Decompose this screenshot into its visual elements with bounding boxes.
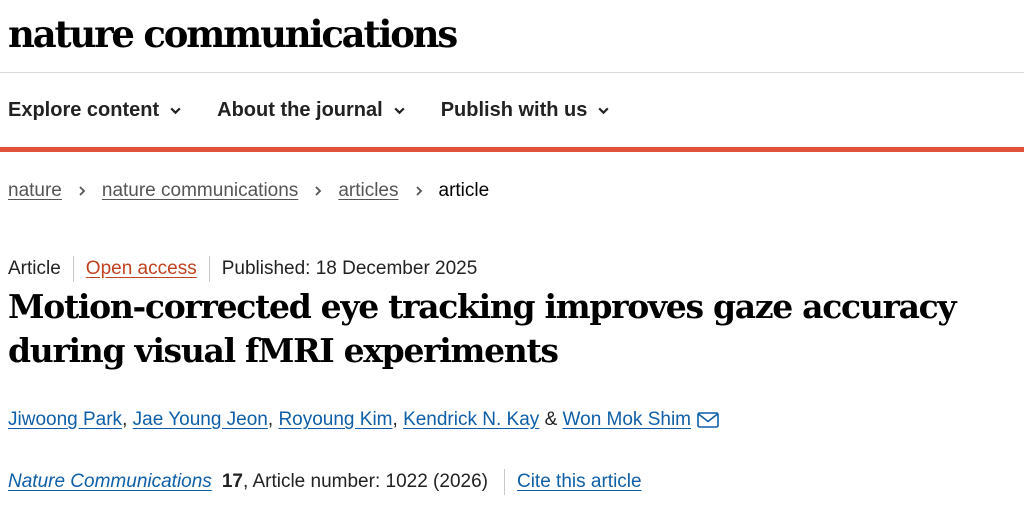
chevron-right-icon — [79, 186, 86, 196]
article-title: Motion-corrected eye tracking improves g… — [8, 287, 957, 370]
volume-number: 17 — [221, 471, 243, 492]
nav-item-label: Explore content — [8, 98, 160, 121]
main-nav: Explore content About the journal Publis… — [0, 88, 618, 132]
mail-icon[interactable] — [697, 412, 719, 428]
meta-divider — [208, 256, 210, 282]
cite-this-article-link[interactable]: Cite this article — [516, 471, 642, 492]
author-link[interactable]: Jae Young Jeon — [132, 409, 268, 430]
author-link[interactable]: Kendrick N. Kay — [403, 409, 540, 430]
chevron-down-icon — [170, 107, 181, 114]
nav-item-label: Publish with us — [440, 98, 588, 121]
breadcrumb: nature nature communications articles ar… — [8, 180, 489, 202]
breadcrumb-current: article — [438, 180, 490, 201]
chevron-right-icon — [315, 186, 322, 196]
nav-explore-content[interactable]: Explore content — [0, 99, 190, 122]
article-meta: Article Open access Published: 18 Decemb… — [8, 256, 477, 282]
published-date: Published: 18 December 2025 — [221, 258, 478, 279]
nav-about-the-journal[interactable]: About the journal — [209, 99, 414, 122]
chevron-down-icon — [394, 107, 405, 114]
author-link[interactable]: Royoung Kim — [278, 409, 393, 430]
author-separator: , — [122, 409, 133, 430]
breadcrumb-articles[interactable]: articles — [338, 180, 399, 201]
nav-accent-bar — [0, 147, 1024, 152]
open-access-link[interactable]: Open access — [85, 258, 197, 279]
author-link[interactable]: Jiwoong Park — [8, 409, 123, 430]
citation-line: Nature Communications 17 , Article numbe… — [8, 469, 642, 495]
author-separator: , — [392, 409, 404, 430]
chevron-down-icon — [598, 107, 609, 114]
article-type: Article — [8, 258, 61, 279]
chevron-right-icon — [415, 186, 422, 196]
citation-divider — [503, 469, 505, 495]
nav-item-label: About the journal — [217, 98, 383, 121]
author-separator-last: & — [539, 409, 563, 430]
breadcrumb-nature-communications[interactable]: nature communications — [101, 180, 299, 201]
author-link[interactable]: Won Mok Shim — [562, 409, 691, 430]
meta-divider — [72, 256, 74, 282]
header-divider — [0, 72, 1024, 73]
article-number: , Article number: 1022 (2026) — [242, 471, 488, 492]
journal-link[interactable]: Nature Communications — [8, 471, 212, 492]
author-list: Jiwoong Park , Jae Young Jeon , Royoung … — [8, 409, 719, 431]
nav-publish-with-us[interactable]: Publish with us — [433, 99, 619, 122]
breadcrumb-nature[interactable]: nature — [8, 180, 62, 201]
journal-logo[interactable]: nature communications — [8, 12, 458, 56]
author-separator: , — [267, 409, 279, 430]
